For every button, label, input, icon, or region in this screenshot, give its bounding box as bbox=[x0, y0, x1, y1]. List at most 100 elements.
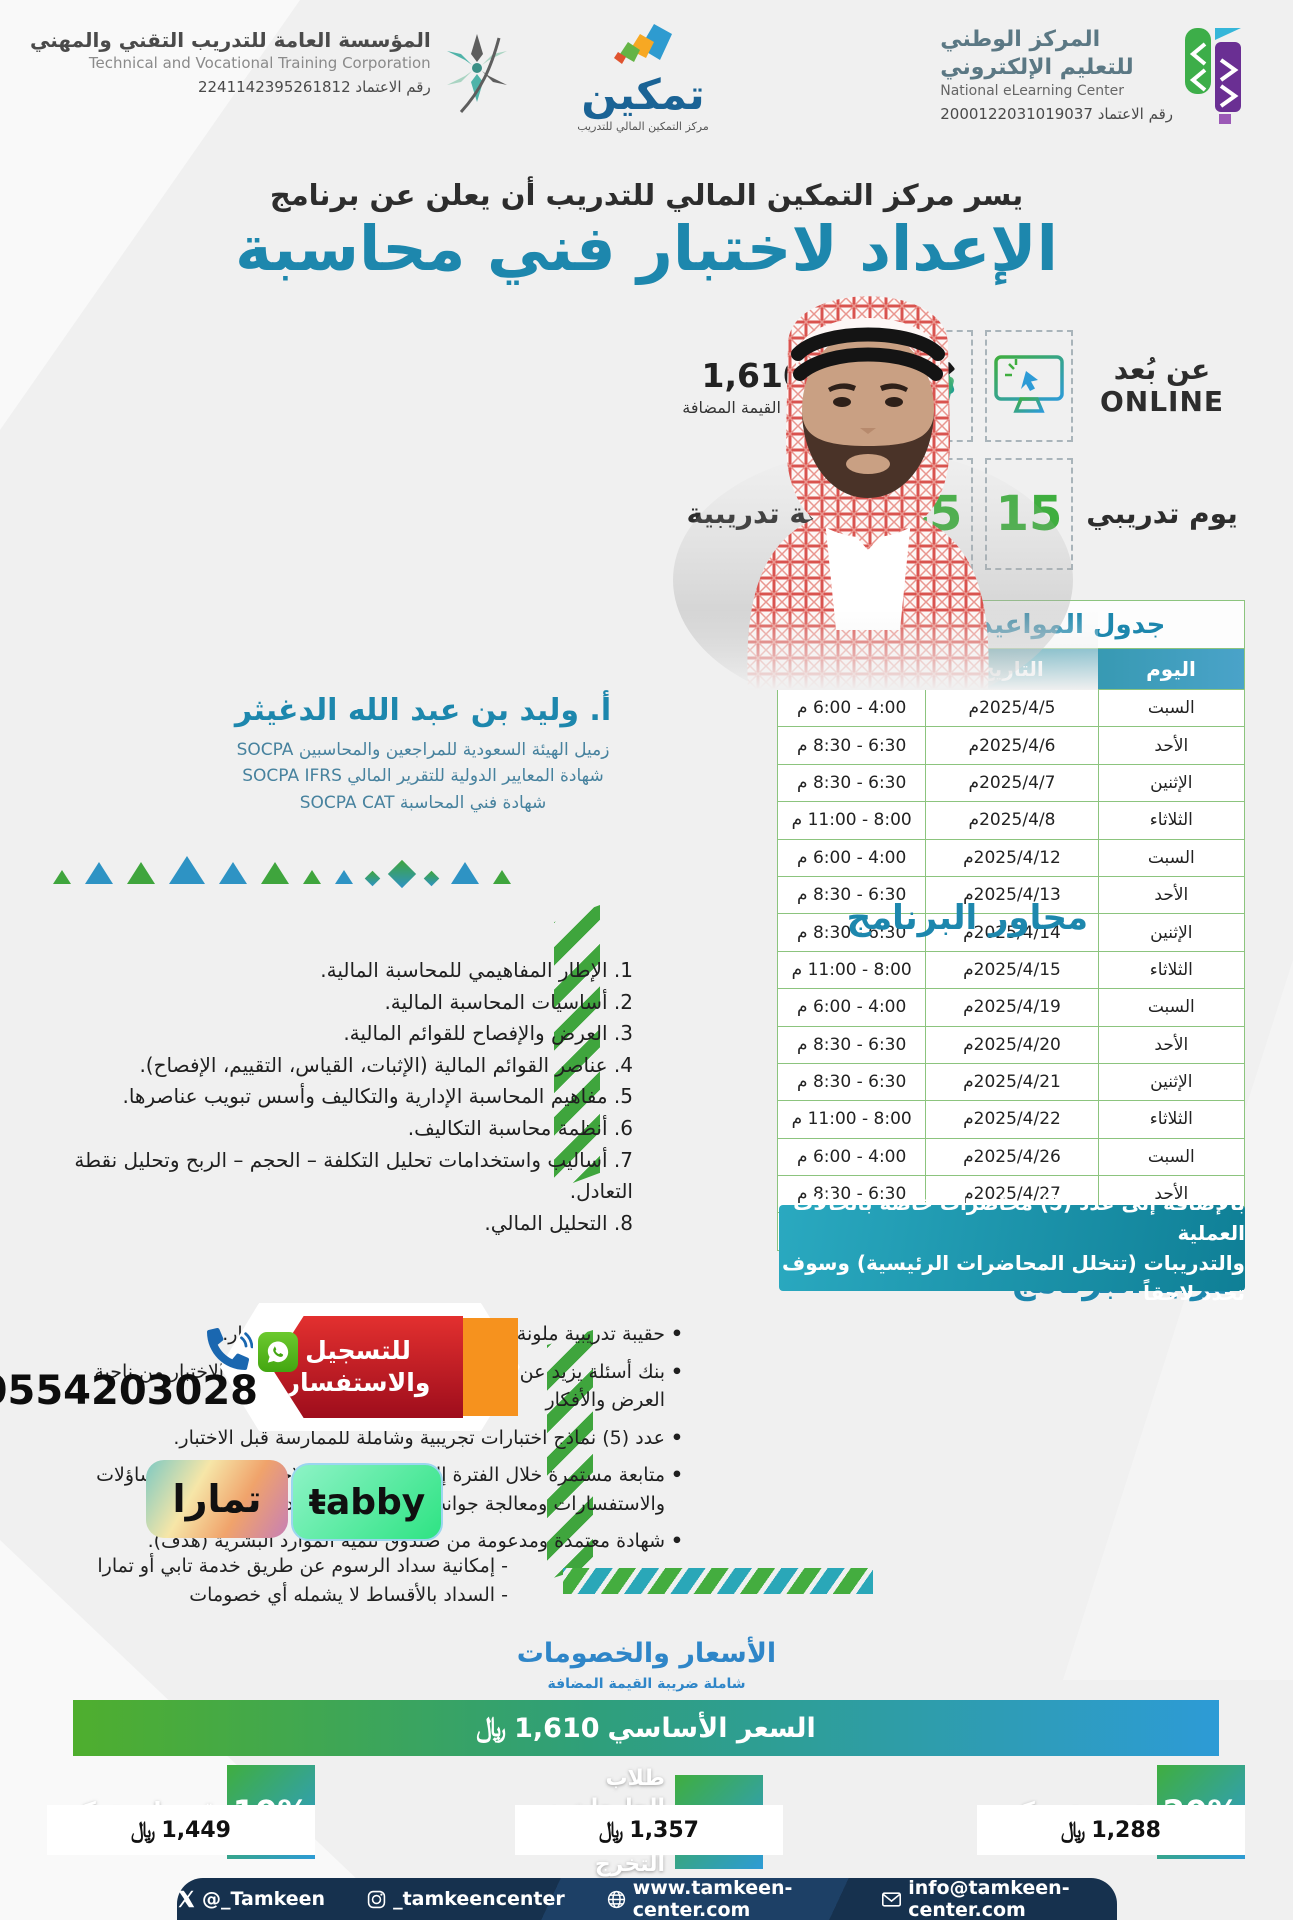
envelope-icon bbox=[882, 1891, 902, 1907]
registration-phone-number[interactable]: 0554203028 bbox=[0, 1368, 258, 1414]
table-row: الثلاثاء 2025/4/22م 8:00 - 11:00 م bbox=[778, 1100, 1244, 1138]
footer-x-item[interactable]: @_Tamkeen bbox=[177, 1888, 325, 1910]
date-cell: 2025/4/5م bbox=[925, 690, 1097, 727]
table-row: السبت 2025/4/26م 4:00 - 6:00 م bbox=[778, 1137, 1244, 1176]
day-cell: الثلاثاء bbox=[1097, 1101, 1244, 1138]
table-row: الإثنين 2025/4/7م 6:30 - 8:30 م bbox=[778, 763, 1244, 802]
day-cell: الأحد bbox=[1097, 1026, 1244, 1063]
time-cell: 8:00 - 11:00 م bbox=[791, 959, 912, 980]
tvtc-name-english: Technical and Vocational Training Corpor… bbox=[88, 54, 431, 72]
discount-price-value: 1,449 bbox=[161, 1817, 231, 1843]
table-row: الثلاثاء 2025/4/8م 8:00 - 11:00 م bbox=[778, 801, 1244, 839]
nelc-logo-block: المركز الوطني للتعليم الإلكتروني Nationa… bbox=[940, 26, 1245, 126]
date-cell: 2025/4/7م bbox=[925, 764, 1097, 802]
note-line2: والتدريبات (تتخلل المحاضرات الرئيسية) وس… bbox=[782, 1251, 1245, 1305]
topic-item: 2. أساسيات المحاسبة المالية. bbox=[384, 989, 633, 1014]
nelc-name-arabic-line2: للتعليم الإلكتروني bbox=[940, 54, 1134, 80]
credential-line: شهادة المعايير الدولية للتقرير المالي SO… bbox=[242, 766, 604, 787]
time-cell: 8:00 - 11:00 م bbox=[791, 810, 912, 831]
table-row: الإثنين 2025/4/21م 6:30 - 8:30 م bbox=[778, 1062, 1244, 1101]
nelc-name-arabic-line1: المركز الوطني bbox=[940, 27, 1101, 52]
pricing-title: الأسعار والخصومات bbox=[516, 1638, 777, 1669]
day-cell: الإثنين bbox=[1097, 1063, 1244, 1101]
credential-line: شهادة فني المحاسبة SOCPA CAT bbox=[299, 792, 547, 813]
footer-instagram-item[interactable]: _tamkeencenter bbox=[367, 1888, 565, 1910]
schedule-table: جدول المواعيد والأوقات اليوم التاريخ الو… bbox=[777, 600, 1245, 1251]
tvtc-accreditation-number: رقم الاعتماد 2241142395261812 bbox=[197, 78, 431, 96]
day-cell: الإثنين bbox=[1097, 914, 1244, 951]
table-row: السبت 2025/4/19م 4:00 - 6:00 م bbox=[778, 988, 1244, 1026]
topic-item: 3. العرض والإفصاح للقوائم المالية. bbox=[343, 1021, 633, 1046]
mode-arabic: عن بُعد bbox=[1113, 352, 1211, 386]
topic-item: 1. الإطار المفاهيمي للمحاسبة المالية. bbox=[320, 958, 633, 982]
globe-icon bbox=[607, 1890, 626, 1909]
nelc-accreditation-number: رقم الاعتماد 2000122031019037 bbox=[940, 105, 1173, 123]
x-handle-text: @_Tamkeen bbox=[202, 1888, 326, 1910]
extra-lectures-note: بالإضافة إلى عدد (5) محاضرات خاصة بالحال… bbox=[779, 1191, 1245, 1305]
topic-item: 4. عناصر القوائم المالية (الإثبات، القيا… bbox=[139, 1052, 633, 1077]
footer-website-item[interactable]: www.tamkeen-center.com bbox=[607, 1877, 841, 1920]
tvtc-snowflake-icon bbox=[441, 28, 513, 114]
tamkeen-tagline: مركز التمكين المالي للتدريب bbox=[577, 120, 709, 133]
day-cell: السبت bbox=[1097, 989, 1244, 1026]
discount-price-value: 1,288 bbox=[1091, 1817, 1161, 1843]
base-price-bar: السعر الأساسي 1,610 ﷼ bbox=[73, 1700, 1219, 1756]
instructor-photo bbox=[638, 250, 1098, 690]
note-line1: بالإضافة إلى عدد (5) محاضرات خاصة بالحال… bbox=[793, 1191, 1245, 1245]
footer-email-item[interactable]: info@tamkeen-center.com bbox=[882, 1877, 1117, 1920]
day-cell: الأحد bbox=[1097, 1176, 1244, 1213]
time-cell: 6:30 - 8:30 م bbox=[797, 772, 907, 793]
tamkeen-logo-icon bbox=[610, 20, 676, 70]
base-price-label: السعر الأساسي bbox=[607, 1712, 816, 1744]
time-cell: 6:30 - 8:30 م bbox=[797, 1184, 907, 1205]
tabby-logo: ŧabby bbox=[291, 1463, 443, 1541]
whatsapp-icon bbox=[258, 1332, 298, 1372]
website-text: www.tamkeen-center.com bbox=[632, 1877, 793, 1920]
table-row: الأحد 2025/4/13م 6:30 - 8:30 م bbox=[778, 875, 1244, 914]
payment-notes: - إمكانية سداد الرسوم عن طريق خدمة تابي … bbox=[38, 1552, 508, 1611]
triangle-border-decoration bbox=[53, 856, 703, 889]
payment-note: - إمكانية سداد الرسوم عن طريق خدمة تابي … bbox=[97, 1555, 508, 1577]
table-row: الأحد 2025/4/6م 6:30 - 8:30 م bbox=[778, 726, 1244, 764]
instructor-credentials: زميل الهيئة السعودية للمراجعين والمحاسبي… bbox=[193, 737, 653, 816]
date-cell: 2025/4/27م bbox=[925, 1176, 1097, 1213]
time-cell: 4:00 - 6:00 م bbox=[797, 698, 907, 719]
payment-note: - السداد بالأقساط لا يشمله أي خصومات bbox=[189, 1584, 508, 1607]
date-cell: 2025/4/14م bbox=[925, 914, 1097, 951]
discount-price-box: 1,449 ﷼ bbox=[47, 1805, 315, 1855]
registration-ribbon: للتسجيل والاستفسار bbox=[271, 1316, 463, 1418]
registration-label-line1: للتسجيل bbox=[305, 1335, 411, 1365]
time-cell: 4:00 - 6:00 م bbox=[797, 997, 907, 1018]
riyal-symbol: ﷼ bbox=[131, 1817, 156, 1843]
riyal-symbol: ﷼ bbox=[1061, 1817, 1086, 1843]
day-cell: الإثنين bbox=[1097, 764, 1244, 802]
date-cell: 2025/4/20م bbox=[925, 1026, 1097, 1063]
time-cell: 6:30 - 8:30 م bbox=[797, 885, 907, 906]
riyal-symbol: ﷼ bbox=[476, 1712, 507, 1743]
page-title: الإعداد لاختبار فني محاسبة bbox=[235, 212, 1058, 285]
tamara-logo: تمارا bbox=[146, 1460, 288, 1538]
day-cell: الأحد bbox=[1097, 727, 1244, 764]
instagram-handle-text: _tamkeencenter bbox=[393, 1888, 565, 1910]
x-twitter-icon bbox=[177, 1890, 195, 1908]
riyal-symbol: ﷼ bbox=[599, 1817, 624, 1843]
time-cell: 4:00 - 6:00 م bbox=[797, 847, 907, 868]
date-cell: 2025/4/19م bbox=[925, 989, 1097, 1026]
pricing-subtitle: شاملة ضريبة القيمة المضافة bbox=[547, 1676, 746, 1692]
day-cell: السبت bbox=[1097, 839, 1244, 876]
day-cell: السبت bbox=[1097, 690, 1244, 727]
time-cell: 6:30 - 8:30 م bbox=[797, 922, 907, 943]
nelc-name-english: National eLearning Center bbox=[940, 83, 1124, 99]
date-cell: 2025/4/8م bbox=[925, 802, 1097, 839]
diagonal-stripes-decoration bbox=[554, 905, 600, 1190]
day-cell: الثلاثاء bbox=[1097, 951, 1244, 989]
discount-price-value: 1,357 bbox=[629, 1817, 699, 1843]
table-row: السبت 2025/4/5م 4:00 - 6:00 م bbox=[778, 689, 1244, 727]
nelc-mosaic-icon bbox=[1183, 26, 1245, 126]
day-cell: الأحد bbox=[1097, 876, 1244, 914]
phone-icon bbox=[207, 1326, 253, 1372]
column-header-day: اليوم bbox=[1146, 657, 1196, 681]
topic-item: 6. أنظمة محاسبة التكاليف. bbox=[407, 1115, 633, 1140]
footer-bar: @_Tamkeen _tamkeencenter www.tamkeen-cen… bbox=[177, 1877, 1117, 1920]
